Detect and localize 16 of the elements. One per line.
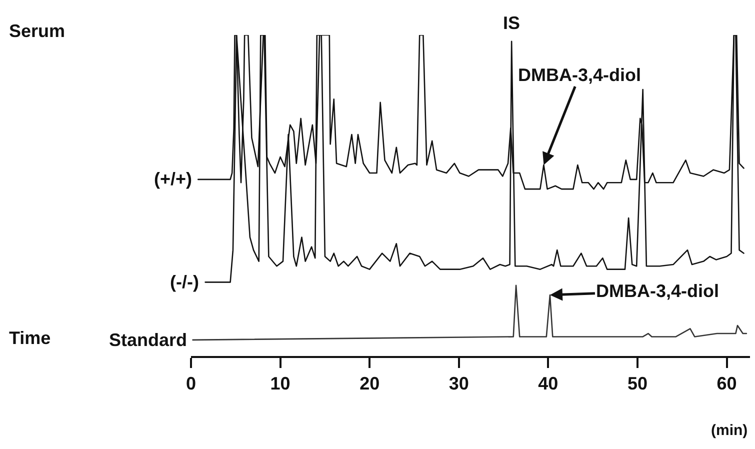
x-tick-label: 40 — [538, 374, 558, 394]
x-tick-label: 10 — [270, 374, 290, 394]
x-axis-title: (min) — [711, 422, 748, 439]
series-label: Standard — [109, 330, 188, 350]
series-label: (+/+) — [154, 169, 192, 189]
x-tick-label: 60 — [716, 374, 737, 394]
x-tick-label: 0 — [186, 374, 196, 394]
annotation: DMBA-3,4-diol — [518, 65, 641, 85]
x-tick-label: 20 — [360, 374, 380, 394]
x-tick-label: 30 — [448, 374, 469, 394]
annotation: DMBA-3,4-diol — [596, 281, 719, 301]
series-label: (-/-) — [170, 272, 199, 292]
text: IS — [503, 13, 520, 33]
text: Serum — [9, 21, 66, 41]
x-tick-label: 50 — [627, 374, 648, 394]
text: Time — [9, 328, 51, 348]
